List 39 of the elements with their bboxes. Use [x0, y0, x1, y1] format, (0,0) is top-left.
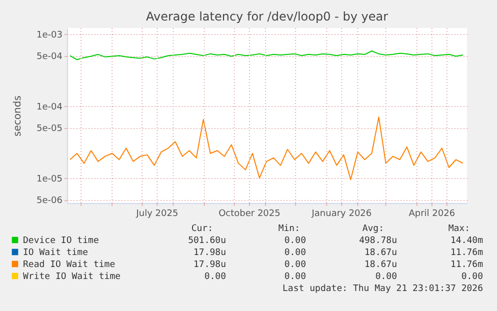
legend-label: Device IO time [23, 236, 99, 246]
x-tick-label: October 2025 [218, 209, 280, 219]
y-tick-label: 1e-05 [36, 174, 62, 185]
text: Last update: Thu May 21 23:01:37 2026 [282, 284, 483, 294]
text: 501.60u [188, 236, 226, 246]
text: 498.78u [359, 236, 397, 246]
line-series [70, 116, 464, 180]
text: Min: [278, 224, 300, 234]
x-tick-label: April 2026 [408, 209, 456, 219]
chart-title: Average latency for /dev/loop0 - by year [146, 10, 388, 24]
text: 11.76m [450, 248, 483, 258]
y-axis-title: seconds [12, 96, 24, 136]
legend-label: Read IO Wait time [23, 260, 116, 270]
text: Max: [448, 224, 470, 234]
y-tick-label: 1e-04 [36, 102, 63, 112]
text: 0.00 [284, 260, 306, 270]
text: 0.00 [284, 248, 306, 258]
x-tick-label: July 2025 [135, 209, 178, 219]
y-tick-label: 5e-04 [36, 52, 63, 62]
y-tick-label: 1e-03 [36, 30, 62, 40]
text: 0.00 [461, 272, 483, 282]
legend-label: Write IO Wait time [23, 272, 121, 282]
text: 0.00 [284, 236, 306, 246]
text: 18.67u [364, 260, 397, 270]
text: Avg: [362, 224, 384, 234]
text: 0.00 [204, 272, 226, 282]
text: 14.40m [450, 236, 483, 246]
y-tick-label: 5e-05 [36, 124, 62, 134]
text: 11.76m [450, 260, 483, 270]
text: 18.67u [364, 248, 397, 258]
x-tick-label: January 2026 [310, 209, 372, 219]
text: Cur: [191, 224, 213, 234]
text: 17.98u [193, 248, 226, 258]
text: 0.00 [375, 272, 397, 282]
y-tick-label: 5e-06 [36, 196, 63, 206]
line-series [70, 50, 464, 60]
text: 17.98u [193, 260, 226, 270]
legend-label: IO Wait time [23, 248, 88, 258]
text: 0.00 [284, 272, 306, 282]
